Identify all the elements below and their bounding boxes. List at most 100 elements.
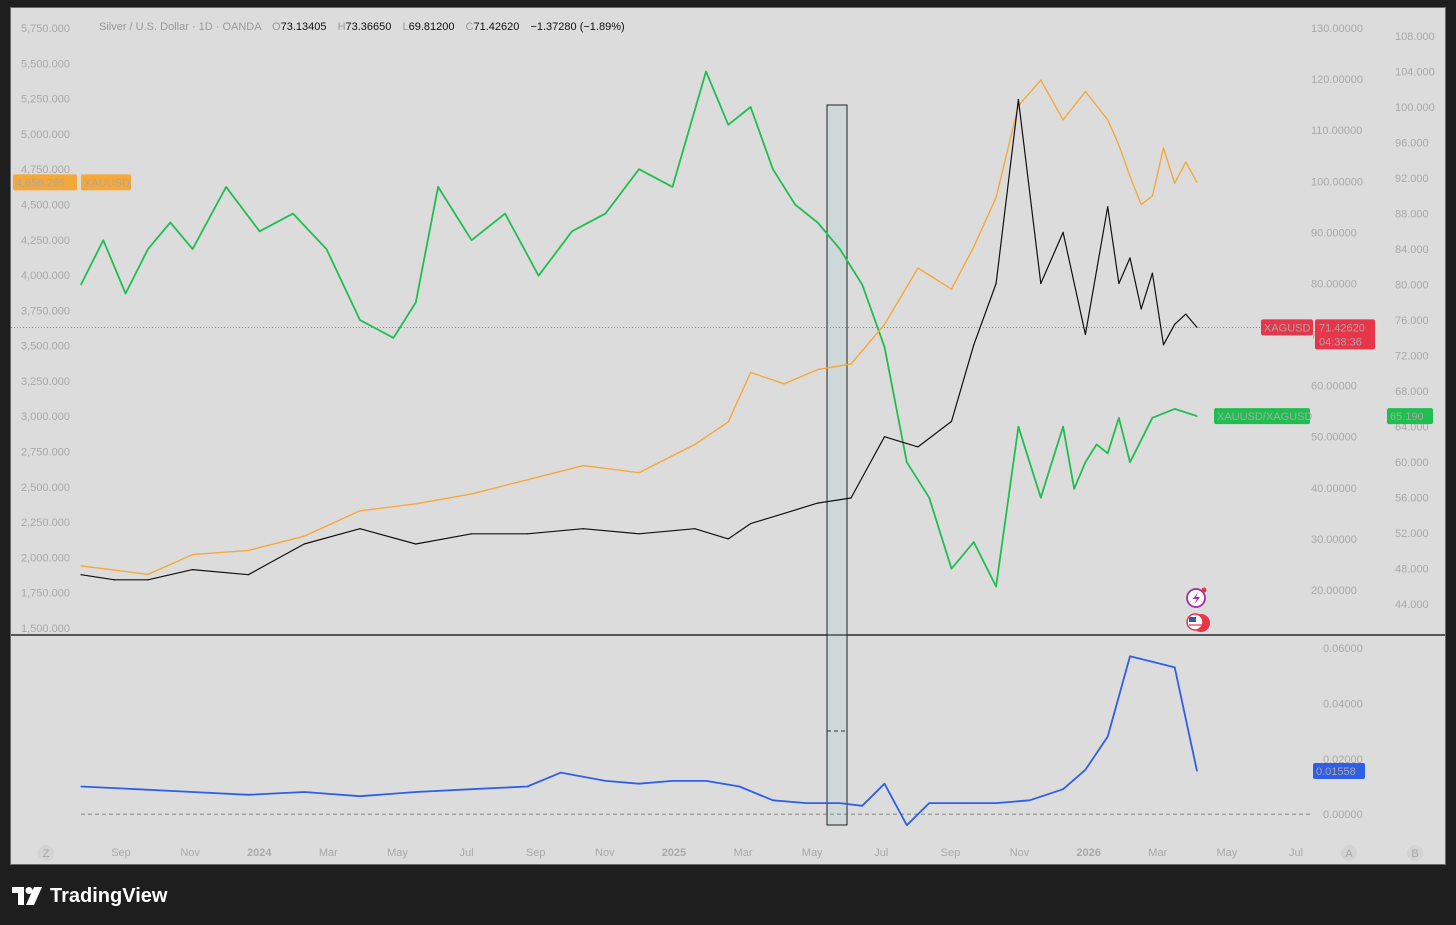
indicator-series-line-point [1174,666,1176,669]
indicator-series-line-point [772,799,774,801]
xauusd-series-line-point [80,565,82,567]
indicator-series-line-point [1029,799,1031,801]
time-axis-tick: Nov [595,847,615,859]
ratio-series-line-point [169,221,171,224]
xauusd-series-line-point [995,196,997,198]
legend-c-label: C [465,21,474,33]
ratio-series-line-point [817,221,819,224]
right-axis-2-tick: 76.000 [1395,315,1429,327]
left-axis-tick: 2,500.000 [21,482,70,494]
corner-z-button-bg [38,845,54,861]
legend-change: −1.37280 (−1.89%) [530,21,625,33]
ratio-series-line-point [471,239,473,241]
right-axis-2-tick: 56.000 [1395,493,1429,505]
ratio-series-line-point [705,70,707,73]
ratio-series-line-point [839,248,841,250]
xagusd-series-line-point [113,579,116,581]
right-axis-1-tick: 120.00000 [1311,74,1363,86]
corner-z-button[interactable]: Z [43,848,50,860]
indicator-series-line-point [1084,769,1086,771]
time-axis-tick: May [1216,847,1237,859]
xauusd-series-line-point [973,246,975,248]
xauusd-series-line-point [694,443,696,446]
ratio-series-line-point [638,168,640,170]
events-flash-icon[interactable] [1186,587,1207,608]
xauusd-series-line-point [1140,203,1142,206]
xagusd-series-line-point [783,512,785,514]
left-axis-tick: 4,750.000 [21,164,70,176]
ratio-series-line-point [604,213,607,215]
indicator-series-line-point [136,788,138,790]
xagusd-series-line-point [950,420,953,422]
time-axis-tick: 2024 [247,847,272,859]
right-axis-2-tick: 92.000 [1395,173,1429,185]
time-axis-tick: Sep [526,847,546,859]
right-axis-2-tick: 48.000 [1395,564,1429,576]
right-axis-1-tick: 80.00000 [1311,278,1357,290]
ratio-series-line-point [906,461,908,463]
corner-b-button[interactable]: B [1411,848,1418,860]
xauusd-series-line-point [727,421,729,423]
ratio-series-line-point [1151,417,1153,419]
time-axis-tick: 2026 [1076,847,1100,859]
indicator-axis-tick: 0.06000 [1323,643,1363,655]
right-axis-2-tick: 44.000 [1395,599,1429,611]
xauusd-series-line-point [638,472,640,474]
right-axis-1-tick: 50.00000 [1311,432,1357,444]
ratio-series-line-point [102,239,104,241]
ratio-series-line-point [292,213,294,215]
xagusd-series-line-point [1162,344,1165,346]
indicator-series-line-point [995,802,997,804]
right-axis-1-tick: 100.00000 [1311,176,1363,188]
right-axis-1-tick: 90.00000 [1311,227,1357,239]
chart-frame[interactable]: 5,750.000 5,500.000 5,250.000 5,000.000 4,75… [10,7,1446,865]
xauusd-series-line-point [415,503,417,505]
xagusd-series-line-point [638,533,640,535]
ratio-series-line-point [727,124,729,126]
right-axis-2-tick: 104.000 [1395,67,1435,79]
xagusd-series-line-point [1140,308,1142,310]
right-axis-1-tick: 110.00000 [1311,125,1362,137]
events-us-flag-icon[interactable] [1186,613,1210,632]
xauusd-series-line-point [917,267,919,269]
xauusd-series-line-point [247,549,249,552]
indicator-series-line-point [1062,788,1064,790]
xagusd-series-line-point [582,528,584,530]
tradingview-logo-icon [12,887,42,905]
xauusd-series-line-point [359,510,361,512]
ratio-series-line-point [1040,497,1042,499]
time-axis-tick: Jul [1289,847,1303,859]
time-axis-tick: Nov [180,847,200,859]
ratio-series-line-point [750,106,752,108]
left-axis-tick: 3,750.000 [21,305,70,317]
xagusd-series-line-point [850,497,852,499]
legend-o-label: O [272,21,281,33]
xauusd-series-line-point [113,569,116,571]
ratio-series-line-point [973,541,975,543]
brand-name: TradingView [50,884,168,907]
indicator-axis-tick: 0.02000 [1323,754,1363,766]
ratio-series-line-point [861,284,863,286]
xagusd-series-line-point [526,533,529,535]
time-axis-tick: Sep [941,847,961,859]
ratio-series-line-point [225,186,227,188]
xauusd-series-line-point [1151,195,1153,197]
symbol-legend: Silver / U.S. Dollar · 1D · OANDA O73.13… [99,21,625,33]
right-axis-1-tick: 20.00000 [1311,585,1357,597]
xagusd-series-line-point [995,282,997,285]
xauusd-series-line-point [1062,119,1064,121]
ratio-name-tag-bg [1214,408,1310,425]
tradingview-logo[interactable]: TradingView [12,883,167,909]
indicator-value-tag: 0.01558 [1316,766,1356,778]
xauusd-series-line-point [1118,144,1120,146]
ratio-series-line-point [995,585,997,588]
chart-canvas[interactable]: 5,750.000 5,500.000 5,250.000 5,000.000 4,75… [11,8,1446,865]
highlight-box-upper [826,104,848,636]
indicator-series-line-point [359,795,361,797]
time-axis-tick: Sep [111,847,131,859]
left-axis-tick: 5,000.000 [21,129,70,141]
xauusd-series-line-point [1107,119,1109,121]
corner-a-button[interactable]: A [1345,848,1353,860]
indicator-series-line-point [962,802,964,804]
xauusd-price-tag-bg [13,174,77,191]
